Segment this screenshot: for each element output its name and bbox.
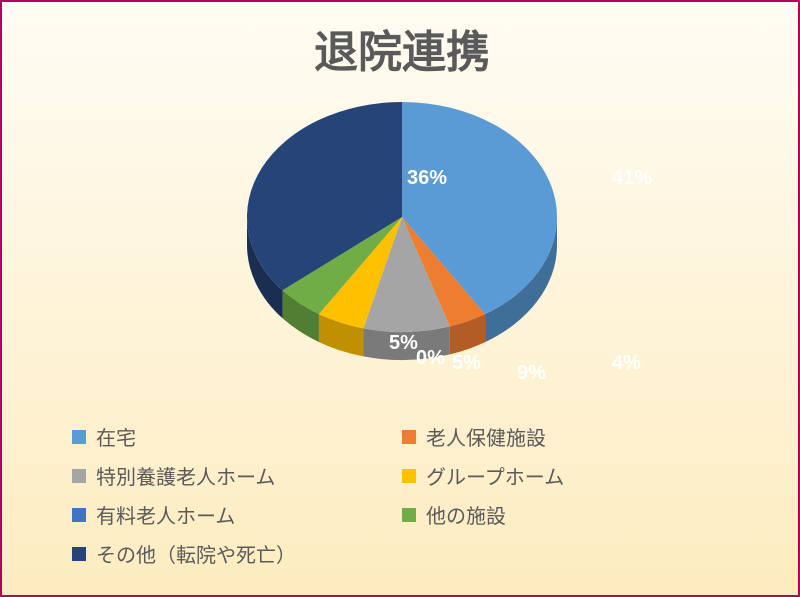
legend-label: その他（転院や死亡） xyxy=(96,539,296,568)
legend-item: 他の施設 xyxy=(402,500,732,529)
legend: 在宅 老人保健施設特別養護老人ホーム グループホーム有料老人ホーム 他の施設その他（転… xyxy=(72,422,732,578)
pie-slice-label: 0% xyxy=(416,347,445,370)
pie-slice-label: 5% xyxy=(452,352,481,375)
legend-swatch xyxy=(72,547,86,561)
legend-swatch xyxy=(402,508,416,522)
legend-swatch xyxy=(402,430,416,444)
pie-slice-label: 36% xyxy=(407,167,447,190)
legend-label: 在宅 xyxy=(96,422,136,451)
legend-swatch xyxy=(72,469,86,483)
legend-item: グループホーム xyxy=(402,461,732,490)
legend-swatch xyxy=(72,430,86,444)
chart-frame: 退院連携 41%4%9%5%0%5%36% 在宅老人保健施設特別養護老人ホームグ… xyxy=(0,0,800,597)
legend-label: 特別養護老人ホーム xyxy=(96,461,275,490)
legend-item: 有料老人ホーム xyxy=(72,500,402,529)
legend-label: 有料老人ホーム xyxy=(96,500,235,529)
legend-label: 老人保健施設 xyxy=(426,422,546,451)
legend-item: 在宅 xyxy=(72,422,402,451)
chart-title: 退院連携 xyxy=(2,16,800,80)
pie-chart: 41%4%9%5%0%5%36% xyxy=(247,87,557,397)
legend-label: 他の施設 xyxy=(426,500,506,529)
legend-item: 特別養護老人ホーム xyxy=(72,461,402,490)
legend-swatch xyxy=(72,508,86,522)
pie-slice-label: 9% xyxy=(517,362,546,385)
chart-area: 41%4%9%5%0%5%36% xyxy=(52,87,752,397)
legend-item: その他（転院や死亡） xyxy=(72,539,402,568)
pie-slice-label: 4% xyxy=(612,352,641,375)
pie-slice-label: 41% xyxy=(612,167,652,190)
legend-item: 老人保健施設 xyxy=(402,422,732,451)
legend-label: グループホーム xyxy=(426,461,564,490)
pie-slice-label: 5% xyxy=(389,332,418,355)
legend-swatch xyxy=(402,469,416,483)
